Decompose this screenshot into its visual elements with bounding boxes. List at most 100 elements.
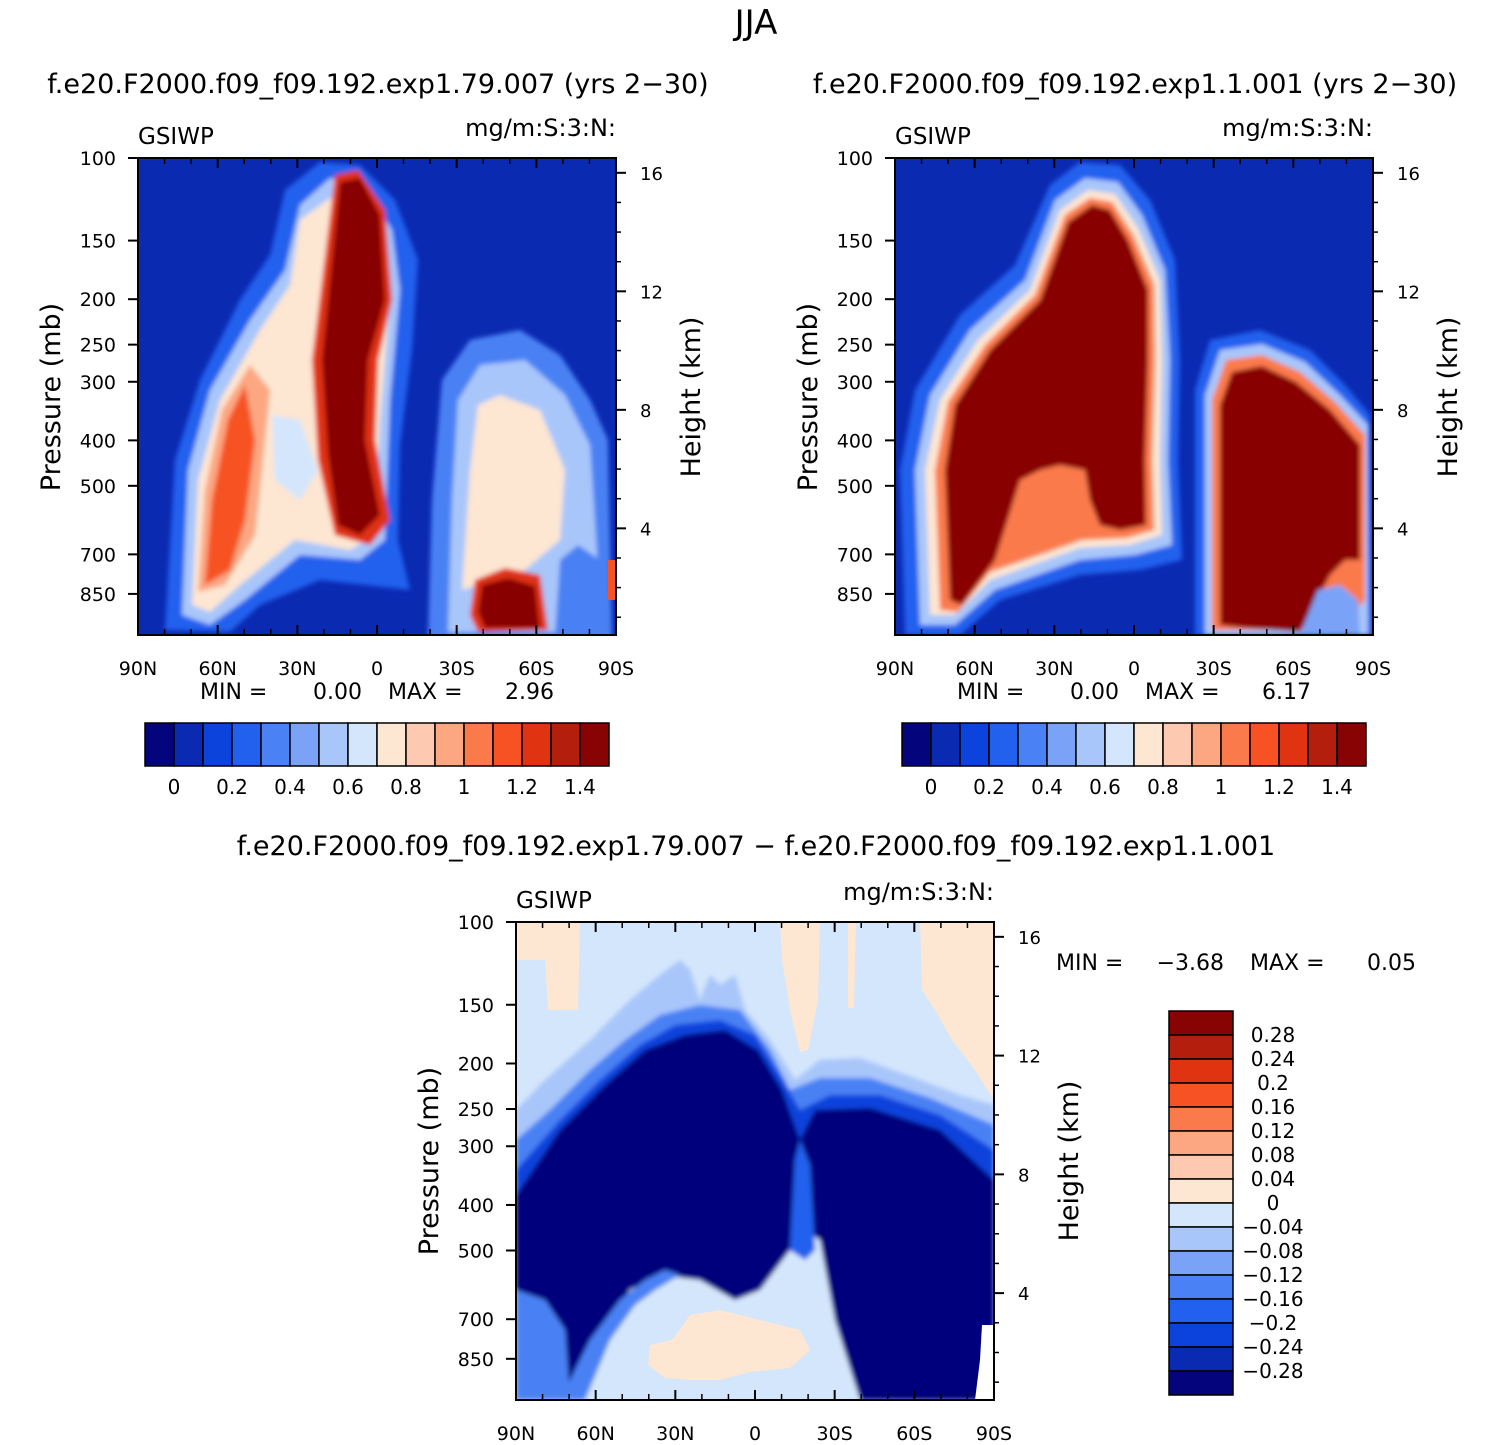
panel-3-y2label: Height (km) xyxy=(1054,1081,1085,1242)
panel-3-units: mg/m:S:3:N: xyxy=(843,878,994,906)
colorbar-label: 0.4 xyxy=(274,775,306,799)
panel-2-y2label: Height (km) xyxy=(1433,317,1464,478)
y2-tick-label: 8 xyxy=(1018,1165,1029,1186)
p3-left-base xyxy=(516,1290,570,1400)
colorbar-box xyxy=(959,722,990,767)
p2-south-core xyxy=(1220,366,1360,632)
panel-1-units: mg/m:S:3:N: xyxy=(465,114,616,142)
y2-tick-label: 16 xyxy=(640,164,663,185)
y-tick-label: 850 xyxy=(458,1349,494,1371)
panel-title-3: f.e20.F2000.f09_f09.192.exp1.79.007 − f.… xyxy=(237,831,1275,862)
colorbar-box xyxy=(289,722,320,767)
colorbar-box xyxy=(1168,1370,1234,1396)
panel-2-max-label: MAX = xyxy=(1145,680,1220,705)
y-tick-label: 200 xyxy=(80,289,116,311)
panel-1-colorbar: 0 0.2 0.4 0.6 0.8 1 1.2 1.4 xyxy=(144,722,610,799)
colorbar-label: −0.08 xyxy=(1242,1239,1303,1263)
colorbar-box xyxy=(1168,1322,1234,1348)
colorbar-box xyxy=(521,722,552,767)
y2-tick-label: 4 xyxy=(1018,1284,1029,1305)
colorbar-label: 1 xyxy=(458,775,471,799)
colorbar-label: 1.2 xyxy=(506,775,538,799)
y-tick-label: 700 xyxy=(837,544,873,566)
y2-tick-label: 8 xyxy=(1397,401,1408,422)
colorbar-label: 1 xyxy=(1215,775,1228,799)
colorbar-label: 0.6 xyxy=(332,775,364,799)
p3-peach-mid xyxy=(780,922,820,1052)
colorbar-label: 0.2 xyxy=(216,775,248,799)
panel-1-max-label: MAX = xyxy=(388,680,463,705)
panel-3-max-label: MAX = xyxy=(1250,951,1325,976)
x-tick-label: 60S xyxy=(518,658,554,680)
x-tick-label: 90N xyxy=(119,658,157,680)
panel-1-min-value: 0.00 xyxy=(313,680,362,705)
panel-3-ylabel: Pressure (mb) xyxy=(414,1067,445,1255)
colorbar-label: 0.2 xyxy=(973,775,1005,799)
y-tick-label: 100 xyxy=(80,148,116,170)
y-tick-label: 850 xyxy=(837,584,873,606)
y2-tick-label: 12 xyxy=(1397,282,1420,303)
x-tick-label: 90S xyxy=(976,1423,1012,1445)
colorbar-label: 0.12 xyxy=(1251,1119,1296,1143)
season-title: JJA xyxy=(733,3,778,43)
y-tick-label: 500 xyxy=(80,476,116,498)
colorbar-box xyxy=(434,722,465,767)
colorbar-label: −0.24 xyxy=(1242,1335,1303,1359)
colorbar-label: 0.2 xyxy=(1257,1071,1289,1095)
p2-blob-core xyxy=(945,205,1148,605)
x-tick-label: 60N xyxy=(955,658,993,680)
colorbar-box xyxy=(463,722,494,767)
colorbar-label: 0.28 xyxy=(1251,1023,1296,1047)
panel-1-y2label: Height (km) xyxy=(676,317,707,478)
x-tick-label: 60N xyxy=(576,1423,614,1445)
colorbar-box xyxy=(376,722,407,767)
colorbar-box xyxy=(1278,722,1309,767)
colorbar-label: 0.24 xyxy=(1251,1047,1296,1071)
p2-south-gap xyxy=(1300,585,1360,635)
colorbar-box xyxy=(1168,1010,1234,1036)
p1-right-lobe-pale xyxy=(462,395,565,590)
x-tick-label: 60N xyxy=(198,658,236,680)
y-tick-label: 400 xyxy=(837,430,873,452)
panel-2-max-value: 6.17 xyxy=(1262,680,1311,705)
colorbar-box xyxy=(347,722,378,767)
p3-peach-left xyxy=(516,922,580,1010)
panel-1-axes: 90N 60N 30N 0 30S 60S 90S 100 150 200 250 300 400 500… xyxy=(80,148,663,680)
panel-1-variable: GSIWP xyxy=(138,124,214,150)
panel-1-max-value: 2.96 xyxy=(505,680,554,705)
colorbar-box xyxy=(1168,1274,1234,1300)
colorbar-box xyxy=(1168,1250,1234,1276)
colorbar-box xyxy=(260,722,291,767)
p3-edge-white xyxy=(975,1325,994,1400)
p1-left-lobe-core xyxy=(205,385,255,585)
p1-pale-blue-gap xyxy=(272,415,318,500)
x-tick-label: 90N xyxy=(876,658,914,680)
colorbar-box xyxy=(1133,722,1164,767)
y-tick-label: 500 xyxy=(837,476,873,498)
colorbar-label: −0.12 xyxy=(1242,1263,1303,1287)
colorbar-label: 0 xyxy=(168,775,181,799)
p3-peach-mid2 xyxy=(848,922,856,1008)
panel-3-min-label: MIN = xyxy=(1056,951,1123,976)
colorbar-box xyxy=(1046,722,1077,767)
colorbar-label: 0.08 xyxy=(1251,1143,1296,1167)
x-tick-label: 30N xyxy=(1035,658,1073,680)
colorbar-label: 1.2 xyxy=(1263,775,1295,799)
colorbar-label: 0.4 xyxy=(1031,775,1063,799)
panel-3: GSIWP mg/m:S:3:N: Pressure (mb) Height (… xyxy=(414,878,1416,1445)
panel-3-min-value: −3.68 xyxy=(1157,951,1224,976)
colorbar-box xyxy=(1075,722,1106,767)
colorbar-box xyxy=(405,722,436,767)
y-tick-label: 200 xyxy=(837,289,873,311)
y-tick-label: 700 xyxy=(80,544,116,566)
y-tick-label: 100 xyxy=(837,148,873,170)
y-tick-label: 500 xyxy=(458,1241,494,1263)
colorbar-box xyxy=(1168,1346,1234,1372)
p1-edge-orange xyxy=(608,560,616,600)
colorbar-box xyxy=(1307,722,1338,767)
y-tick-label: 400 xyxy=(458,1195,494,1217)
x-tick-label: 30S xyxy=(439,658,475,680)
colorbar-label: 1.4 xyxy=(564,775,596,799)
colorbar-box xyxy=(231,722,262,767)
colorbar-box xyxy=(988,722,1019,767)
